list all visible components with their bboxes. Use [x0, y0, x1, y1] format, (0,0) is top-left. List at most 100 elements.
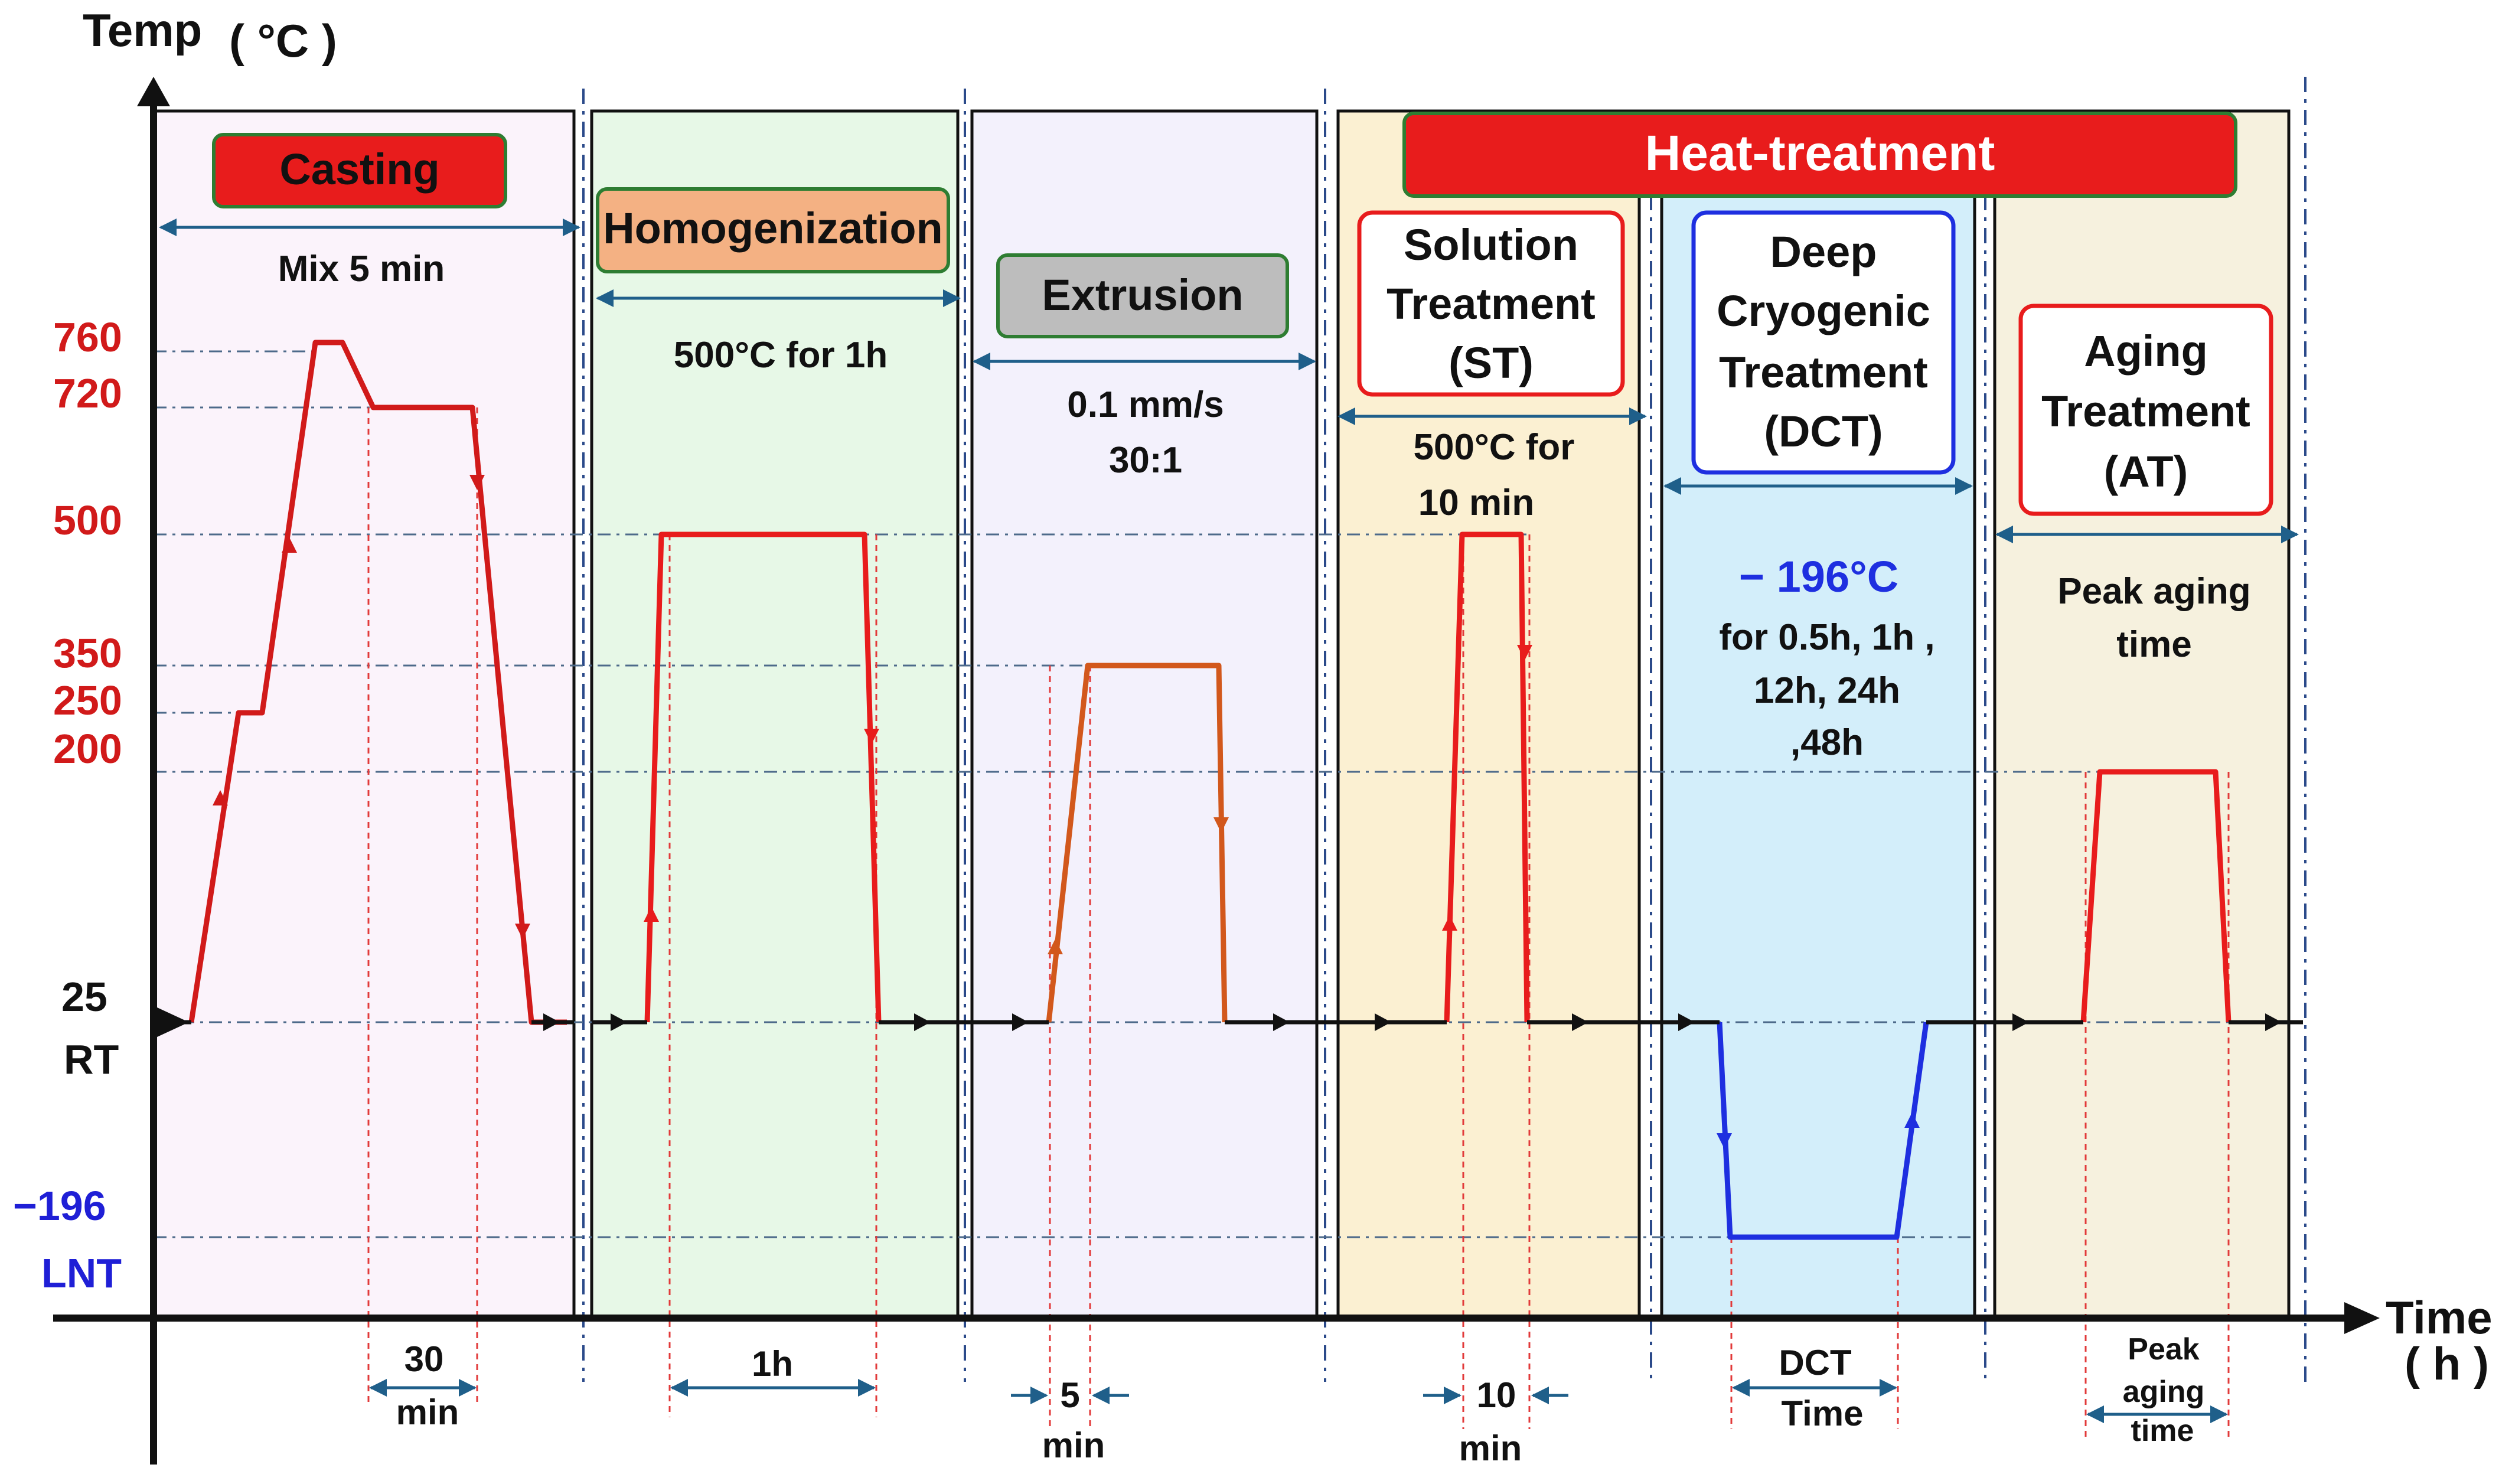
extrusion-profile: [1046, 663, 1228, 1023]
dct-label-line-2: Cryogenic: [1717, 286, 1930, 335]
y-axis-arrowhead: [137, 77, 170, 106]
flow-arrow-down: [1213, 817, 1229, 833]
dct-label-box: [1691, 210, 1956, 475]
extrusion-duration-line-1: 5: [1060, 1375, 1079, 1415]
baseline-arrowhead: [543, 1013, 560, 1031]
solution-duration-line-2: min: [1459, 1428, 1522, 1468]
x-axis-unit: ( h ): [2405, 1338, 2489, 1390]
aging-duration-line-2: aging: [2123, 1375, 2205, 1409]
flow-arrow-down: [469, 475, 485, 490]
baseline-arrowhead: [1572, 1013, 1588, 1031]
baseline-arrowhead: [1012, 1013, 1029, 1031]
aging-note-line-2: time: [2116, 624, 2191, 665]
baseline-arrows: [157, 1007, 2282, 1037]
y-tick-350: 350: [53, 630, 122, 676]
solution-label-line-1: Solution: [1404, 220, 1578, 269]
axes: [53, 77, 2380, 1465]
casting-panel: [152, 109, 576, 1319]
extrusion-duration-line-2: min: [1042, 1426, 1105, 1465]
extrusion-label-box: [996, 253, 1289, 338]
y-tick-lnt: LNT: [41, 1250, 122, 1296]
extrusion-note-line-2: 30:1: [1109, 440, 1182, 481]
baseline-arrowhead: [1678, 1013, 1695, 1031]
y-tick-250: 250: [53, 677, 122, 723]
homogenization-profile: [644, 531, 882, 1023]
flow-arrow-down: [515, 924, 530, 939]
baseline-arrowhead: [1375, 1013, 1391, 1031]
aging-panel: [1993, 109, 2291, 1319]
dct-duration-line-2: Time: [1782, 1394, 1864, 1433]
aging-note-line-1: Peak aging: [2057, 571, 2250, 612]
dct-duration-line-1: DCT: [1779, 1343, 1851, 1382]
dct-label-line-3: Treatment: [1719, 348, 1928, 397]
x-axis-arrowhead: [2344, 1302, 2380, 1334]
solution-label-box: [1357, 210, 1625, 397]
solution-duration-line-1: 10: [1477, 1375, 1516, 1415]
aging-profile: [2080, 769, 2232, 1023]
dct-label-line-1: Deep: [1770, 227, 1877, 276]
flow-arrow-down: [1517, 645, 1532, 660]
aging-label-box: [2018, 304, 2273, 516]
baseline-arrowhead: [2012, 1013, 2029, 1031]
casting-note: Mix 5 min: [278, 249, 445, 289]
aging-label-line-3: (AT): [2104, 447, 2188, 496]
baseline-arrowhead: [1273, 1013, 1290, 1031]
flow-arrow-down: [1717, 1133, 1732, 1149]
solution-label-line-3: (ST): [1449, 338, 1534, 387]
dct-profile: [1717, 1022, 1929, 1240]
aging-label-line-2: Treatment: [2041, 387, 2250, 436]
solution-profile: [1444, 531, 1530, 1023]
y-axis-unit: ( °C ): [229, 15, 337, 67]
homogenization-note: 500°C for 1h: [674, 335, 888, 376]
baseline-arrowhead: [2265, 1013, 2282, 1031]
y-tick-760: 760: [53, 314, 122, 360]
dct-note-line-1: for 0.5h, 1h ,: [1719, 617, 1934, 658]
extrusion-label: Extrusion: [1042, 270, 1243, 319]
flow-arrow-up: [282, 537, 297, 553]
y-tick-25: 25: [61, 974, 107, 1020]
stage-boundaries: [582, 77, 2307, 1382]
flow-arrow-up: [1442, 915, 1457, 931]
homogenization-panel: [590, 109, 960, 1319]
casting-profile: [188, 340, 567, 1025]
y-tick-rt: RT: [64, 1036, 119, 1082]
y-tick-720: 720: [53, 370, 122, 416]
y-tick-labels: 760 720 500 350 250 200 25 RT −196 LNT: [13, 314, 122, 1296]
flow-arrow-down: [864, 729, 879, 744]
aging-label-line-1: Aging: [2084, 327, 2208, 376]
flow-arrow-up: [1904, 1113, 1920, 1128]
baseline-arrowhead: [914, 1013, 931, 1031]
y-tick-minus196: −196: [13, 1183, 106, 1229]
extrusion-note-line-1: 0.1 mm/s: [1067, 384, 1224, 425]
homogenization-label-box: [596, 187, 950, 273]
dct-temp-label: − 196°C: [1739, 552, 1898, 601]
dct-note-line-3: ,48h: [1790, 722, 1864, 763]
casting-duration-line-1: 30: [404, 1339, 444, 1379]
y-tick-500: 500: [53, 497, 122, 543]
flow-arrow-up: [644, 906, 659, 922]
solution-note-line-2: 10 min: [1418, 482, 1534, 523]
dct-label-line-4: (DCT): [1764, 407, 1883, 456]
casting-duration-line-2: min: [396, 1392, 459, 1432]
casting-label: Casting: [279, 145, 439, 194]
solution-note-line-1: 500°C for: [1414, 427, 1575, 468]
flow-arrows: [213, 475, 1920, 1149]
flow-arrow-up: [213, 790, 228, 805]
duration-arrows: [369, 1379, 2228, 1423]
baseline-arrowhead: [611, 1013, 627, 1031]
time-markers: [367, 407, 2230, 1441]
casting-label-box: [212, 133, 507, 208]
y-axis-title: Temp: [83, 4, 202, 56]
dct-note-line-2: 12h, 24h: [1754, 670, 1900, 711]
solution-label-line-2: Treatment: [1387, 279, 1596, 328]
homogenization-duration: 1h: [752, 1344, 793, 1384]
heat-treatment-label-box: [1402, 112, 2237, 198]
aging-duration-line-1: Peak: [2128, 1332, 2200, 1366]
aging-duration-line-3: time: [2131, 1414, 2194, 1448]
y-tick-200: 200: [53, 726, 122, 772]
flow-arrow-up: [1048, 939, 1063, 954]
x-axis-title: Time: [2386, 1291, 2493, 1343]
span-arrows: [159, 218, 2299, 543]
heat-treatment-label: Heat-treatment: [1645, 125, 1995, 181]
